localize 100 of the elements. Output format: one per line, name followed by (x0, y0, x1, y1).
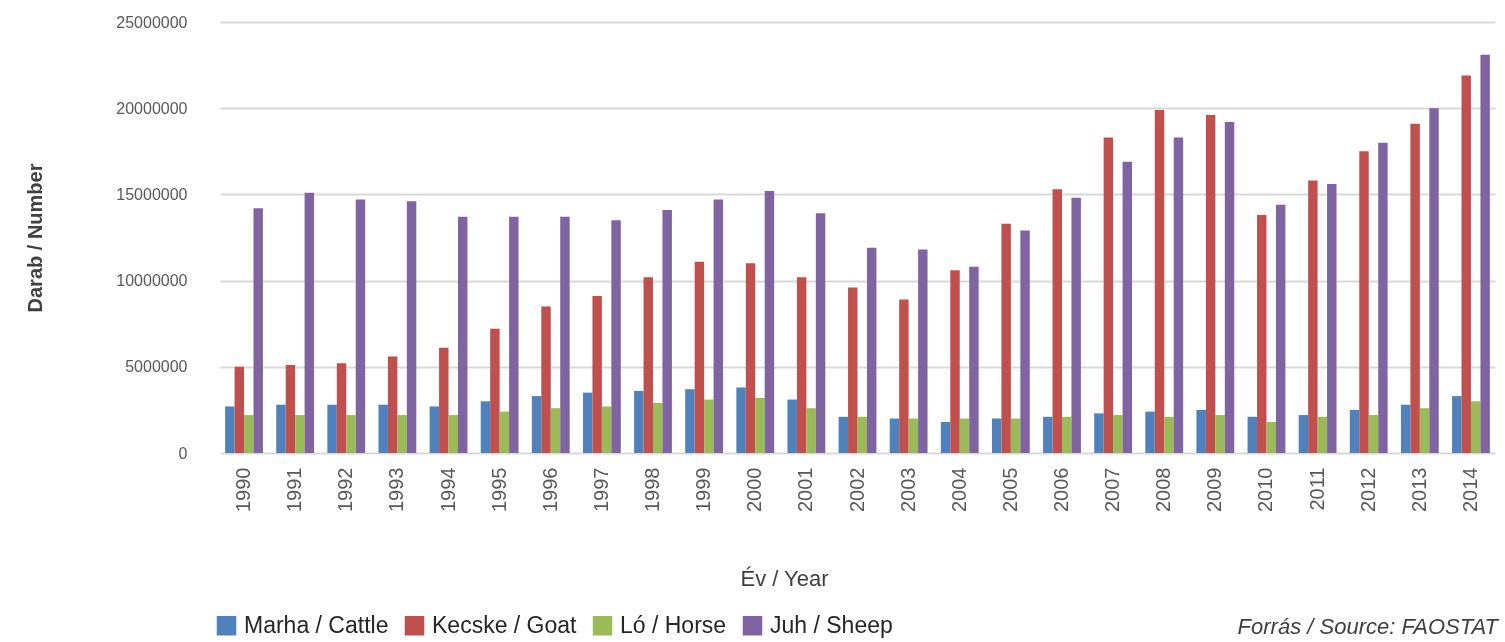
bar (1275, 204, 1286, 453)
bar (560, 216, 570, 453)
x-tick-label: 2009 (1203, 467, 1226, 512)
bar (1419, 408, 1430, 453)
bar (838, 416, 849, 453)
bar (378, 404, 388, 453)
bar (1103, 137, 1114, 453)
bar (1317, 416, 1328, 453)
bar (1071, 197, 1081, 453)
y-tick-label: 15000000 (116, 185, 188, 203)
bar (1266, 421, 1276, 453)
bar (1113, 415, 1123, 453)
x-tick-label: 2013 (1407, 467, 1430, 512)
x-tick-label: 2003 (896, 467, 919, 512)
bar (387, 356, 398, 453)
bar (1452, 396, 1462, 453)
bar (713, 199, 724, 453)
bar (439, 347, 449, 453)
x-tick-label: 2001 (794, 467, 817, 512)
x-tick-label: 1991 (283, 467, 306, 512)
bar (899, 299, 909, 453)
bar (509, 216, 519, 453)
bar (1470, 401, 1481, 453)
x-tick-label: 1999 (692, 467, 715, 512)
x-tick-label: 1996 (538, 467, 561, 512)
bar (244, 415, 254, 453)
bar (745, 263, 756, 453)
bar (1010, 418, 1021, 453)
bar (1164, 416, 1174, 453)
bar (1247, 416, 1258, 453)
y-tick-label: 20000000 (116, 99, 188, 117)
bar (1378, 142, 1388, 453)
bar (991, 418, 1002, 453)
bar (225, 406, 235, 453)
bar (950, 270, 960, 453)
bar (685, 389, 695, 453)
legend-label: Ló / Horse (620, 611, 727, 638)
bar (1480, 54, 1490, 453)
x-tick-label: 2010 (1254, 467, 1277, 512)
bar (940, 421, 951, 453)
x-tick-label: 2006 (1049, 467, 1072, 512)
bar (866, 247, 877, 453)
bar (634, 390, 644, 453)
x-tick-label: 2005 (998, 467, 1021, 512)
x-tick-label: 2008 (1152, 467, 1175, 512)
bar (1327, 184, 1337, 453)
bar (355, 199, 366, 453)
bar (704, 399, 714, 453)
bar (959, 418, 970, 453)
bar (1052, 189, 1062, 453)
bar (736, 387, 746, 453)
bar (806, 408, 816, 453)
bar (457, 216, 468, 453)
bar (694, 261, 705, 453)
bar (918, 249, 928, 453)
x-tick-label: 1994 (436, 467, 459, 512)
bar (253, 208, 263, 453)
bar (406, 201, 417, 453)
x-tick-label: 2007 (1101, 467, 1124, 512)
bar (490, 328, 500, 453)
bar (1173, 137, 1184, 453)
bar (592, 296, 602, 453)
bar (857, 416, 867, 453)
x-tick-label: 1997 (589, 467, 612, 512)
bar (234, 366, 245, 453)
bar (969, 266, 979, 453)
bar (1410, 123, 1420, 453)
bar (662, 209, 672, 453)
x-tick-label: 2004 (947, 467, 970, 512)
bar (1308, 180, 1318, 453)
bar (1429, 108, 1439, 453)
x-axis-title: Év / Year (740, 565, 829, 591)
bar (1461, 75, 1471, 453)
bar (653, 403, 663, 453)
y-tick-label: 10000000 (116, 272, 188, 290)
bar (582, 392, 593, 453)
x-tick-label: 2011 (1305, 467, 1328, 511)
bar (815, 213, 826, 453)
text: Forrás / Source: FAOSTAT (1237, 614, 1500, 639)
bar (643, 277, 654, 453)
bar (908, 418, 919, 453)
x-tick-label: 2002 (845, 467, 868, 512)
bar (448, 415, 458, 453)
bar (601, 406, 612, 453)
bar (1122, 161, 1133, 453)
bar (1043, 416, 1053, 453)
legend-label: Kecske / Goat (432, 611, 578, 638)
bar (397, 415, 407, 453)
bar (499, 411, 510, 453)
bar (327, 404, 337, 453)
bar (1001, 223, 1011, 453)
x-tick-label: 2012 (1356, 467, 1379, 512)
bar (1349, 409, 1360, 453)
bar (276, 404, 286, 453)
bar (1061, 416, 1072, 453)
bar (1298, 415, 1309, 453)
bar (1154, 109, 1165, 453)
y-tick-label: 25000000 (116, 13, 188, 31)
bar (1020, 230, 1030, 453)
y-axis-title: Darab / Number (23, 163, 46, 313)
